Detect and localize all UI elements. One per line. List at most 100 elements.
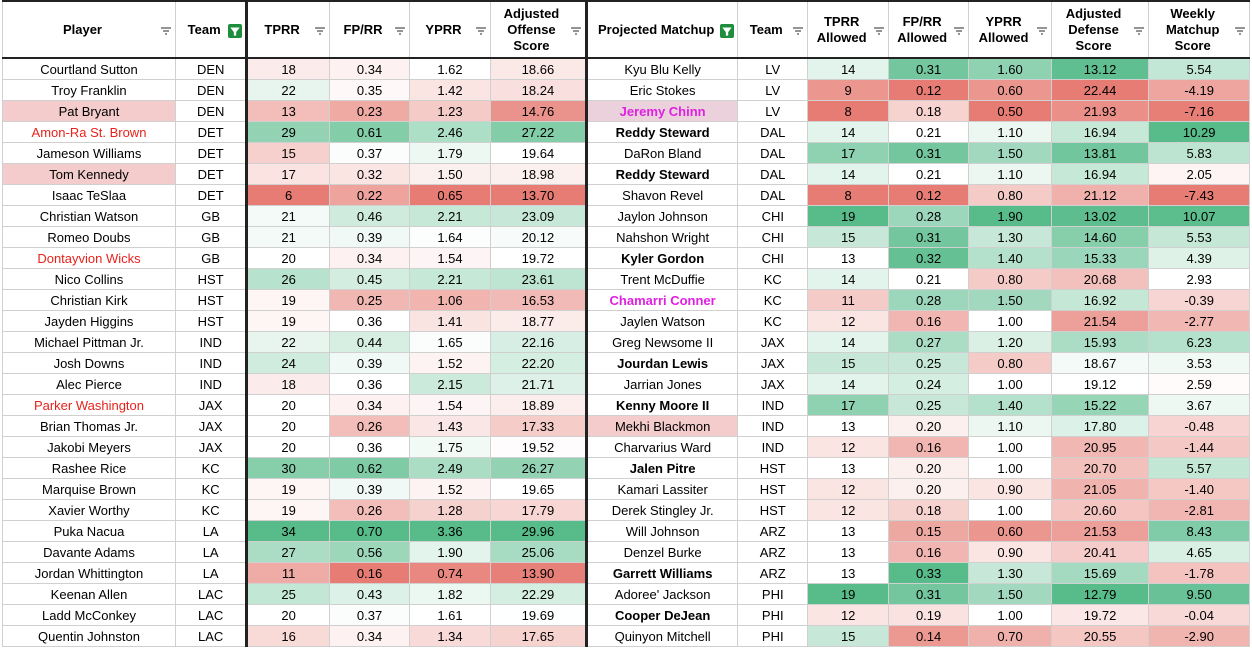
stat-cell[interactable]: 18.24 xyxy=(489,79,588,101)
team-cell[interactable]: LV xyxy=(737,100,809,122)
filter-icon[interactable] xyxy=(1133,26,1145,36)
stat-cell[interactable]: 16.92 xyxy=(1050,289,1150,311)
stat-cell[interactable]: 16 xyxy=(245,625,330,647)
stat-cell[interactable]: 19 xyxy=(807,583,889,605)
stat-cell[interactable]: 17 xyxy=(807,394,889,416)
stat-cell[interactable]: 1.54 xyxy=(409,394,491,416)
player-cell[interactable]: Puka Nacua xyxy=(2,520,176,542)
player-cell[interactable]: Alec Pierce xyxy=(2,373,176,395)
stat-cell[interactable]: 19.72 xyxy=(1050,604,1150,626)
stat-cell[interactable]: 19.65 xyxy=(489,478,588,500)
stat-cell[interactable]: 21.05 xyxy=(1050,478,1150,500)
stat-cell[interactable]: 1.00 xyxy=(968,457,1052,479)
team-cell[interactable]: DEN xyxy=(174,79,248,101)
team-cell[interactable]: LA xyxy=(174,562,248,584)
stat-cell[interactable]: 0.65 xyxy=(409,184,491,206)
stat-cell[interactable]: 0.12 xyxy=(887,184,970,206)
team-cell[interactable]: JAX xyxy=(174,394,248,416)
stat-cell[interactable]: -2.81 xyxy=(1148,499,1250,521)
stat-cell[interactable]: 19 xyxy=(807,205,889,227)
team-cell[interactable]: LV xyxy=(737,79,809,101)
stat-cell[interactable]: 13 xyxy=(807,541,889,563)
stat-cell[interactable]: 1.40 xyxy=(968,394,1052,416)
stat-cell[interactable]: 0.27 xyxy=(887,331,970,353)
stat-cell[interactable]: 15 xyxy=(807,625,889,647)
matchup-cell[interactable]: Nahshon Wright xyxy=(585,226,739,248)
stat-cell[interactable]: 22.20 xyxy=(489,352,588,374)
stat-cell[interactable]: 2.05 xyxy=(1148,163,1250,185)
matchup-cell[interactable]: Adoree' Jackson xyxy=(585,583,739,605)
column-header[interactable]: FP/RR xyxy=(328,0,411,59)
team-cell[interactable]: KC xyxy=(174,457,248,479)
stat-cell[interactable]: 34 xyxy=(245,520,330,542)
stat-cell[interactable]: 0.50 xyxy=(968,100,1052,122)
matchup-cell[interactable]: DaRon Bland xyxy=(585,142,739,164)
team-cell[interactable]: HST xyxy=(174,289,248,311)
player-cell[interactable]: Davante Adams xyxy=(2,541,176,563)
stat-cell[interactable]: 17 xyxy=(807,142,889,164)
stat-cell[interactable]: -4.19 xyxy=(1148,79,1250,101)
player-cell[interactable]: Romeo Doubs xyxy=(2,226,176,248)
stat-cell[interactable]: 15 xyxy=(807,352,889,374)
stat-cell[interactable]: 13 xyxy=(807,562,889,584)
stat-cell[interactable]: 17.33 xyxy=(489,415,588,437)
stat-cell[interactable]: 13.12 xyxy=(1050,57,1150,80)
stat-cell[interactable]: 0.21 xyxy=(887,268,970,290)
stat-cell[interactable]: 1.00 xyxy=(968,604,1052,626)
column-header[interactable]: Team xyxy=(174,0,248,59)
stat-cell[interactable]: 1.82 xyxy=(409,583,491,605)
stat-cell[interactable]: 0.34 xyxy=(328,247,411,269)
stat-cell[interactable]: 19.12 xyxy=(1050,373,1150,395)
team-cell[interactable]: KC xyxy=(737,268,809,290)
stat-cell[interactable]: 3.53 xyxy=(1148,352,1250,374)
team-cell[interactable]: DET xyxy=(174,142,248,164)
stat-cell[interactable]: 3.36 xyxy=(409,520,491,542)
stat-cell[interactable]: 0.74 xyxy=(409,562,491,584)
stat-cell[interactable]: 1.41 xyxy=(409,310,491,332)
matchup-cell[interactable]: Jourdan Lewis xyxy=(585,352,739,374)
stat-cell[interactable]: 30 xyxy=(245,457,330,479)
stat-cell[interactable]: 18.98 xyxy=(489,163,588,185)
stat-cell[interactable]: 20.95 xyxy=(1050,436,1150,458)
stat-cell[interactable]: 0.31 xyxy=(887,57,970,80)
column-header[interactable]: YPRR xyxy=(409,0,491,59)
stat-cell[interactable]: 0.22 xyxy=(328,184,411,206)
team-cell[interactable]: DAL xyxy=(737,121,809,143)
stat-cell[interactable]: 20.68 xyxy=(1050,268,1150,290)
stat-cell[interactable]: 18.67 xyxy=(1050,352,1150,374)
stat-cell[interactable]: -7.16 xyxy=(1148,100,1250,122)
column-header[interactable]: Adjusted Offense Score xyxy=(489,0,588,59)
stat-cell[interactable]: 0.15 xyxy=(887,520,970,542)
team-cell[interactable]: DEN xyxy=(174,57,248,80)
matchup-cell[interactable]: Jeremy Chinn xyxy=(585,100,739,122)
player-cell[interactable]: Isaac TeSlaa xyxy=(2,184,176,206)
matchup-cell[interactable]: Kyler Gordon xyxy=(585,247,739,269)
player-cell[interactable]: Quentin Johnston xyxy=(2,625,176,647)
stat-cell[interactable]: 1.00 xyxy=(968,373,1052,395)
stat-cell[interactable]: 5.54 xyxy=(1148,57,1250,80)
team-cell[interactable]: HST xyxy=(737,457,809,479)
matchup-cell[interactable]: Derek Stingley Jr. xyxy=(585,499,739,521)
stat-cell[interactable]: 1.52 xyxy=(409,352,491,374)
stat-cell[interactable]: 1.00 xyxy=(968,436,1052,458)
stat-cell[interactable]: 27 xyxy=(245,541,330,563)
stat-cell[interactable]: 1.64 xyxy=(409,226,491,248)
column-header[interactable]: Team xyxy=(737,0,809,59)
filter-icon[interactable] xyxy=(720,24,735,38)
team-cell[interactable]: KC xyxy=(174,499,248,521)
stat-cell[interactable]: 0.21 xyxy=(887,121,970,143)
stat-cell[interactable]: 0.34 xyxy=(328,625,411,647)
stat-cell[interactable]: 12 xyxy=(807,310,889,332)
player-cell[interactable]: Jakobi Meyers xyxy=(2,436,176,458)
stat-cell[interactable]: 17.80 xyxy=(1050,415,1150,437)
column-header[interactable]: FP/RR Allowed xyxy=(887,0,970,59)
team-cell[interactable]: LAC xyxy=(174,583,248,605)
stat-cell[interactable]: 0.37 xyxy=(328,604,411,626)
stat-cell[interactable]: 0.39 xyxy=(328,226,411,248)
stat-cell[interactable]: 23.61 xyxy=(489,268,588,290)
filter-icon[interactable] xyxy=(570,26,582,36)
stat-cell[interactable]: 18.77 xyxy=(489,310,588,332)
team-cell[interactable]: IND xyxy=(737,394,809,416)
stat-cell[interactable]: 25.06 xyxy=(489,541,588,563)
stat-cell[interactable]: 15.69 xyxy=(1050,562,1150,584)
